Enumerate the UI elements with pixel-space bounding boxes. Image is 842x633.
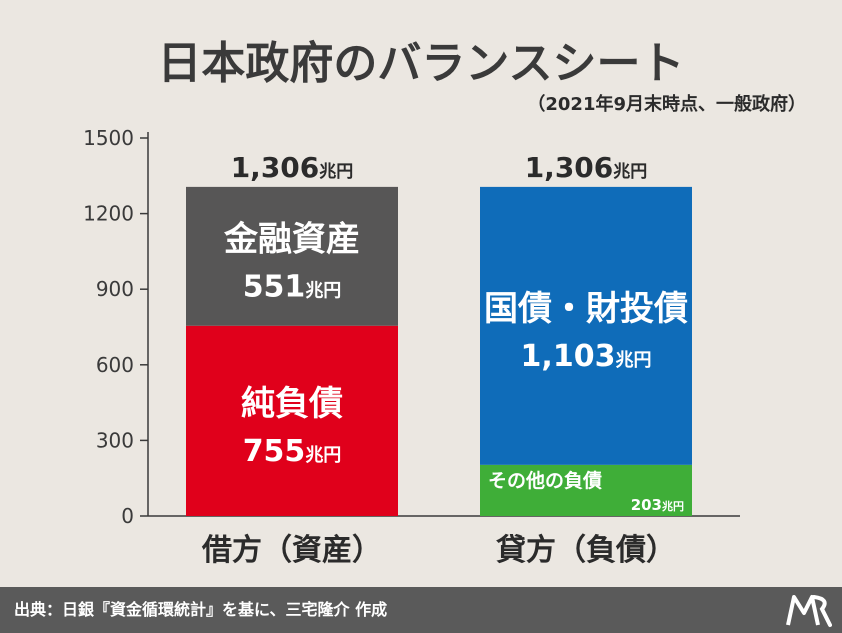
chart-subtitle: （2021年9月末時点、一般政府） — [527, 93, 806, 115]
x-category-label: 貸方（負債） — [496, 533, 676, 568]
segment-name-label: 国債・財投債 — [484, 289, 688, 329]
bar-segment — [480, 186, 692, 465]
y-tick-label: 900 — [96, 277, 134, 301]
bar-segment — [186, 186, 398, 326]
segment-name-label: 金融資産 — [223, 219, 360, 259]
x-category-label: 借方（資産） — [201, 533, 382, 568]
y-tick-label: 600 — [96, 353, 134, 377]
bar-total-label: 1,306兆円 — [525, 151, 648, 184]
y-tick-label: 1200 — [83, 202, 134, 226]
y-tick-label: 0 — [121, 504, 134, 528]
bar-segment — [186, 325, 398, 516]
segment-name-label: 純負債 — [241, 384, 343, 424]
mr-logo-icon — [786, 595, 832, 627]
bars — [186, 186, 692, 516]
segment-value-label: 551兆円 — [243, 269, 342, 304]
segment-name-label: その他の負債 — [488, 469, 602, 492]
segment-value-label: 755兆円 — [243, 434, 342, 469]
source-note: 出典：日銀『資金循環統計』を基に、三宅隆介 作成 — [14, 600, 388, 619]
y-tick-label: 1500 — [83, 126, 134, 150]
segment-value-label: 203兆円 — [631, 496, 684, 514]
chart-title: 日本政府のバランスシート — [157, 38, 684, 89]
bar-total-label: 1,306兆円 — [231, 151, 354, 184]
y-tick-label: 300 — [96, 428, 134, 452]
bar-segment — [480, 464, 692, 516]
segment-value-label: 1,103兆円 — [521, 339, 652, 374]
category-labels: 借方（資産） 貸方（負債） — [201, 533, 676, 568]
footer-bar: 出典：日銀『資金循環統計』を基に、三宅隆介 作成 — [0, 587, 842, 633]
